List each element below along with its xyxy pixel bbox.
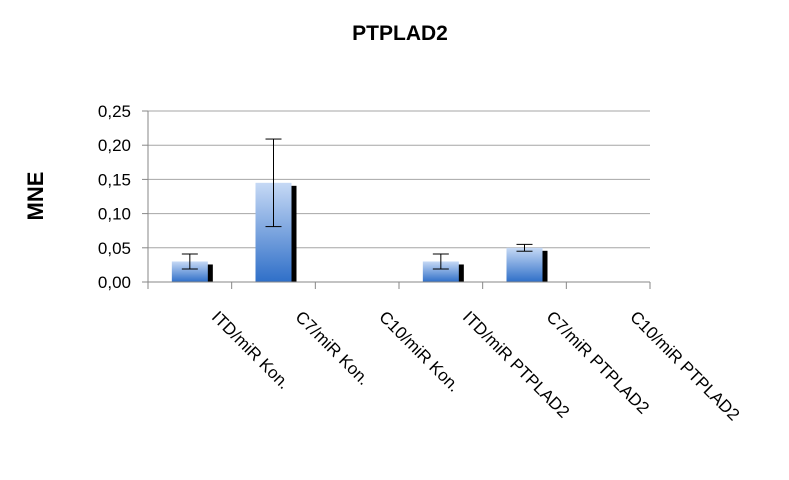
bar-shadow <box>457 264 464 282</box>
bar <box>422 261 459 282</box>
gridlines <box>148 110 650 249</box>
y-tick-labels: 0,00 0,05 0,10 0,15 0,20 0,25 <box>98 102 131 292</box>
y-tick-label: 0,20 <box>98 136 131 155</box>
error-bars <box>181 138 533 270</box>
y-tick-label: 0,05 <box>98 239 131 258</box>
y-tick-label: 0,25 <box>98 102 131 121</box>
x-tick-label: C7/miR Kon. <box>292 307 374 389</box>
y-tick-label: 0,00 <box>98 273 131 292</box>
bar-shadow <box>206 264 213 282</box>
y-axis-label: MNE <box>23 172 48 221</box>
bar <box>171 261 208 282</box>
x-tick-label: C10/miR Kon. <box>375 307 463 395</box>
category-labels: ITD/miR Kon.C7/miR Kon. C10/miR Kon.ITD/m… <box>208 307 743 424</box>
bar <box>506 247 543 282</box>
y-tick-label: 0,15 <box>98 170 131 189</box>
bar-shadow <box>541 250 548 282</box>
axes <box>142 110 651 289</box>
chart-title: PTPLAD2 <box>352 22 448 45</box>
x-tick-label: ITD/miR Kon. <box>208 307 294 393</box>
bar-shadow <box>290 185 297 282</box>
bars <box>171 182 548 282</box>
y-tick-label: 0,10 <box>98 205 131 224</box>
